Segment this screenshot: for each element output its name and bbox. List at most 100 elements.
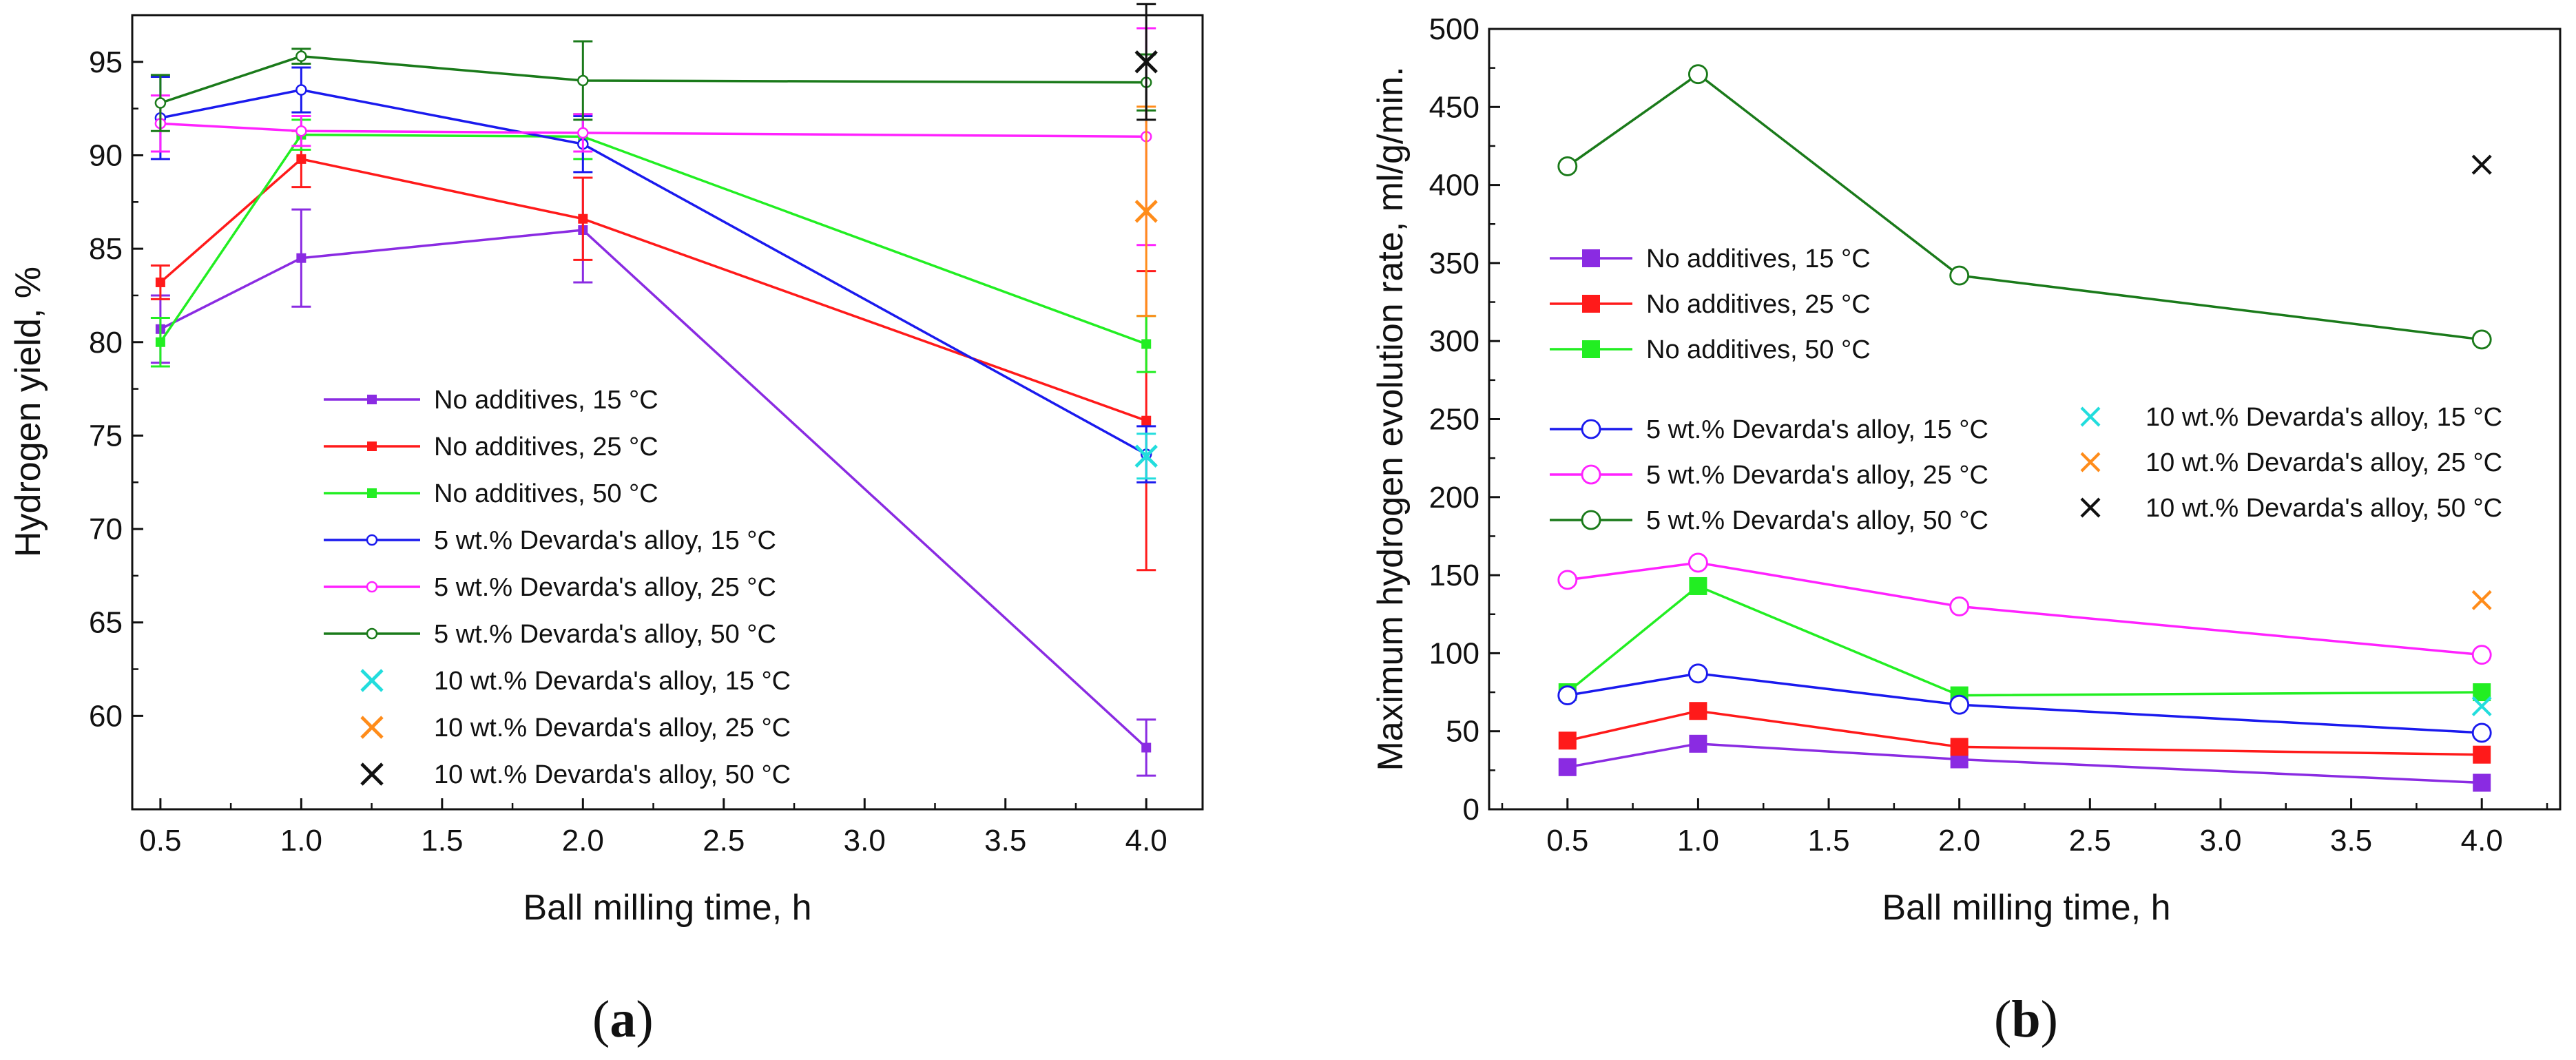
x-tick-label: 3.0 bbox=[844, 824, 886, 858]
legend-marker bbox=[367, 395, 377, 404]
data-point bbox=[1687, 552, 1708, 573]
legend-entry: 5 wt.% Devarda's alloy, 50 °C bbox=[324, 620, 776, 649]
data-point bbox=[1557, 570, 1578, 590]
series-6 bbox=[2471, 696, 2492, 716]
y-tick-label: 250 bbox=[1429, 403, 1479, 437]
x-tick-label: 3.5 bbox=[2330, 824, 2372, 858]
panel-label-letter: b bbox=[2011, 990, 2040, 1048]
x-tick-label: 2.5 bbox=[2069, 824, 2111, 858]
data-point bbox=[2471, 590, 2492, 610]
series-7 bbox=[1134, 105, 1158, 318]
data-point bbox=[2471, 645, 2492, 665]
x-tick-label: 1.5 bbox=[1807, 824, 1849, 858]
data-point bbox=[296, 154, 307, 164]
legend-label: No additives, 50 °C bbox=[434, 479, 658, 508]
chart-panel-b: 0.5 1.0 1.5 2.0 2.5 3.0 3.5 4.0 0 50 100 150 200 250 3… bbox=[1371, 12, 2562, 1048]
y-tick-label: 80 bbox=[89, 326, 123, 360]
y-tick-label: 0 bbox=[1463, 793, 1479, 827]
y-tick-label: 60 bbox=[89, 699, 123, 733]
x-tick-label: 1.0 bbox=[280, 824, 322, 858]
series-1 bbox=[1558, 702, 2491, 764]
legend-entry: 5 wt.% Devarda's alloy, 50 °C bbox=[1550, 506, 1988, 535]
series-line bbox=[1567, 561, 2482, 656]
data-point bbox=[2471, 696, 2492, 716]
y-tick-label: 300 bbox=[1429, 324, 1479, 358]
data-point bbox=[1558, 758, 1577, 776]
y-tick-label: 500 bbox=[1429, 12, 1479, 46]
legend-label: No additives, 15 °C bbox=[434, 386, 658, 415]
y-tick-label: 85 bbox=[89, 232, 123, 266]
panel-label: (a) bbox=[592, 990, 654, 1048]
legend-marker bbox=[2080, 497, 2101, 518]
data-point bbox=[1950, 738, 1969, 756]
legend: No additives, 15 °C No additives, 25 °C No… bbox=[1550, 245, 2502, 535]
legend-marker bbox=[2080, 406, 2101, 427]
legend-marker bbox=[1581, 510, 1601, 530]
legend-marker bbox=[367, 441, 377, 451]
series-line bbox=[1567, 709, 2482, 756]
panel-label-paren-close: ) bbox=[2041, 990, 2058, 1048]
legend-entry: 5 wt.% Devarda's alloy, 25 °C bbox=[324, 573, 776, 602]
data-point bbox=[295, 50, 307, 62]
y-tick-label: 65 bbox=[89, 606, 123, 640]
series-4 bbox=[1557, 552, 2492, 665]
series-line bbox=[159, 158, 1147, 422]
legend-label: 5 wt.% Devarda's alloy, 25 °C bbox=[434, 573, 776, 602]
legend-label: No additives, 15 °C bbox=[1646, 245, 1871, 273]
data-point bbox=[577, 74, 589, 87]
legend-entry: 5 wt.% Devarda's alloy, 25 °C bbox=[1550, 461, 1988, 490]
legend-entry: No additives, 15 °C bbox=[1550, 245, 1871, 273]
data-point bbox=[155, 277, 165, 287]
series-6 bbox=[1134, 433, 1158, 480]
legend-marker bbox=[2080, 452, 2101, 472]
data-point bbox=[1687, 663, 1708, 684]
series-5 bbox=[1557, 64, 2492, 350]
legend-label: 10 wt.% Devarda's alloy, 50 °C bbox=[434, 760, 791, 789]
y-tick-label: 150 bbox=[1429, 559, 1479, 592]
y-axis-label: Hydrogen yield, % bbox=[8, 267, 48, 557]
legend-entry: 10 wt.% Devarda's alloy, 15 °C bbox=[2080, 403, 2502, 432]
legend-marker bbox=[360, 762, 384, 786]
series-line bbox=[160, 54, 1147, 105]
legend-label: 5 wt.% Devarda's alloy, 50 °C bbox=[1646, 506, 1988, 535]
data-point bbox=[2473, 745, 2491, 764]
legend-marker bbox=[1581, 419, 1601, 439]
x-tick-label: 2.0 bbox=[562, 824, 604, 858]
data-point bbox=[1134, 444, 1158, 468]
y-tick-label: 400 bbox=[1429, 169, 1479, 202]
x-tick-label: 2.5 bbox=[703, 824, 745, 858]
series-7 bbox=[2471, 590, 2492, 610]
y-tick-label: 100 bbox=[1429, 636, 1479, 670]
legend-marker bbox=[366, 627, 378, 640]
legend-entry: 5 wt.% Devarda's alloy, 15 °C bbox=[324, 526, 776, 555]
legend-label: 10 wt.% Devarda's alloy, 15 °C bbox=[2146, 403, 2502, 432]
y-tick-label: 350 bbox=[1429, 247, 1479, 280]
panel-label: (b) bbox=[1994, 990, 2058, 1048]
legend-entry: 10 wt.% Devarda's alloy, 50 °C bbox=[360, 760, 791, 789]
series-line bbox=[160, 88, 1147, 456]
data-point bbox=[1141, 415, 1152, 426]
data-point bbox=[1134, 50, 1158, 74]
series-8 bbox=[2471, 154, 2492, 175]
legend-marker bbox=[366, 534, 378, 546]
chart-panel-a: 0.5 1.0 1.5 2.0 2.5 3.0 3.5 4.0 60 65 70 75 80 85 90 95… bbox=[8, 3, 1204, 1048]
data-point bbox=[1557, 685, 1578, 706]
legend-label: 10 wt.% Devarda's alloy, 15 °C bbox=[434, 667, 791, 696]
legend-label: 5 wt.% Devarda's alloy, 15 °C bbox=[434, 526, 776, 555]
legend-entry: No additives, 25 °C bbox=[324, 433, 658, 461]
y-tick-label: 450 bbox=[1429, 90, 1479, 124]
y-tick-label: 50 bbox=[1446, 715, 1479, 749]
x-tick-label: 3.5 bbox=[984, 824, 1026, 858]
legend-entry: 10 wt.% Devarda's alloy, 50 °C bbox=[2080, 494, 2502, 523]
data-point bbox=[1689, 702, 1707, 720]
legend-label: No additives, 50 °C bbox=[1646, 335, 1871, 364]
series-3 bbox=[1557, 663, 2492, 743]
data-point bbox=[1687, 64, 1708, 85]
data-point bbox=[1557, 156, 1578, 176]
series-line bbox=[159, 133, 1147, 346]
series-line bbox=[1566, 72, 2482, 341]
series-line bbox=[1566, 584, 2482, 697]
data-point bbox=[295, 125, 307, 137]
legend-label: 5 wt.% Devarda's alloy, 50 °C bbox=[434, 620, 776, 649]
